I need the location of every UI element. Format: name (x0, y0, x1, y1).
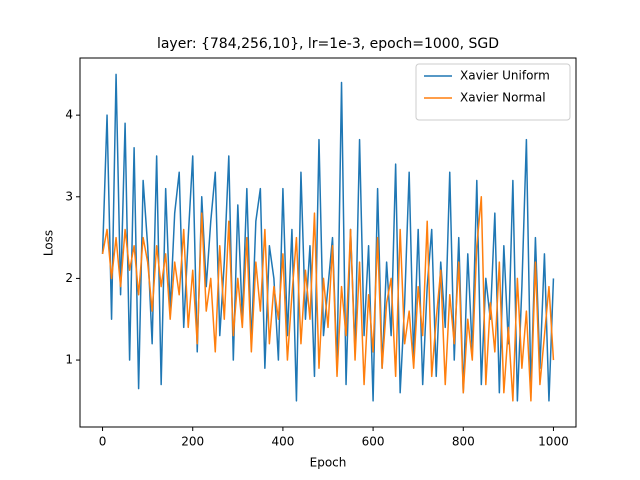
plot-frame (79, 57, 577, 428)
y-tick-label: 2 (65, 271, 73, 285)
y-tick-label: 4 (65, 108, 73, 122)
legend-label: Xavier Normal (460, 91, 546, 105)
x-tick-label: 200 (181, 435, 204, 449)
x-tick-label: 400 (271, 435, 294, 449)
legend-label: Xavier Uniform (460, 69, 550, 83)
x-tick-label: 0 (99, 435, 107, 449)
legend-box (415, 63, 571, 121)
x-tick-label: 1000 (538, 435, 569, 449)
x-tick-label: 800 (452, 435, 475, 449)
data-line (101, 196, 555, 402)
y-axis-label: Loss (42, 230, 56, 256)
data-line (101, 73, 555, 402)
x-tick-label: 600 (362, 435, 385, 449)
y-tick-label: 3 (65, 189, 73, 203)
chart-title: layer: {784,256,10}, lr=1e-3, epoch=1000… (157, 36, 499, 52)
x-axis-label: Epoch (310, 456, 347, 470)
y-tick-label: 1 (65, 353, 73, 367)
